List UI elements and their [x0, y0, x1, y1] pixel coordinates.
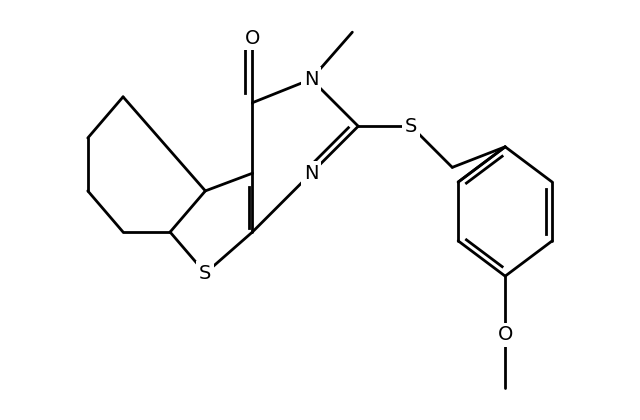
Text: S: S	[405, 117, 417, 136]
Text: O: O	[244, 29, 260, 47]
Text: O: O	[497, 326, 513, 344]
Text: N: N	[304, 164, 319, 183]
Text: S: S	[199, 264, 212, 283]
Text: N: N	[304, 70, 319, 89]
